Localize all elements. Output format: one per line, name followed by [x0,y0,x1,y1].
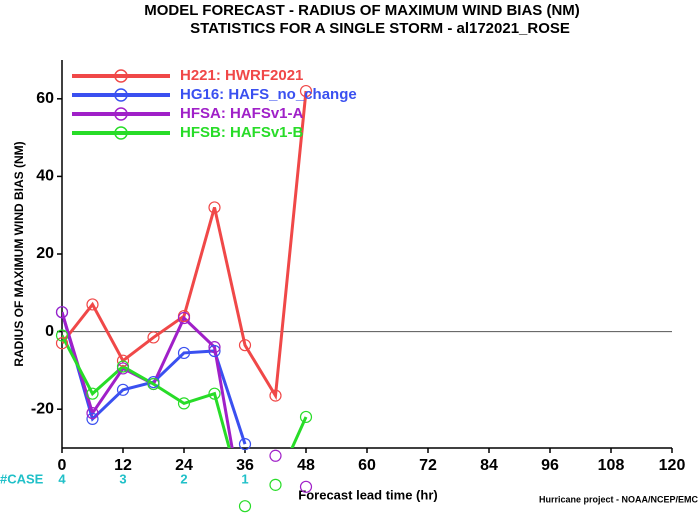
series-marker [55,329,69,342]
x-tick-label: 60 [358,457,376,474]
x-tick-label: 12 [114,457,132,474]
series-marker [208,201,221,214]
x-tick-label: 0 [58,457,67,474]
series-line [62,334,308,448]
legend-marker [114,88,128,102]
legend-label: HFSB: HAFSv1-B [180,124,304,141]
series-marker [86,298,99,311]
footer: Hurricane project - NOAA/NCEP/EMC [539,494,699,504]
case-label: #CASE [0,471,44,486]
legend-label: HG16: HAFS_no_change [180,86,357,103]
case-count: 3 [119,471,126,486]
series-line [62,311,234,448]
chart-title: MODEL FORECAST - RADIUS OF MAXIMUM WIND … [144,2,580,19]
x-tick-label: 84 [480,457,498,474]
series-marker [238,438,252,451]
x-tick-label: 36 [236,457,254,474]
y-tick-label: 40 [36,168,54,185]
x-tick-label: 48 [297,457,315,474]
series-marker [299,410,313,424]
x-tick-label: 108 [598,457,625,474]
series-marker [147,331,160,344]
y-tick-label: 0 [45,323,54,340]
legend-marker [114,107,128,121]
series-marker [238,500,252,513]
y-axis-label: RADIUS OF MAXIMUM WIND BIAS (NM) [12,141,26,366]
series-marker [269,478,282,491]
series-marker [147,377,160,391]
legend-marker [114,126,128,140]
series-marker [116,354,130,367]
x-axis-label: Forecast lead time (hr) [298,487,437,502]
series-marker [177,397,191,410]
series-marker [86,406,99,420]
legend-label: H221: HWRF2021 [180,67,303,84]
series-marker [177,346,191,360]
y-tick-label: 60 [36,90,54,107]
case-count: 4 [58,471,66,486]
series-marker [55,306,69,319]
x-tick-label: 120 [659,457,686,474]
series-marker [177,311,191,325]
series-marker [299,84,313,98]
series-marker [116,360,130,373]
y-tick-label: -20 [31,400,54,417]
series-marker [208,344,221,358]
series-marker [238,339,252,352]
series-marker [269,389,282,402]
chart-subtitle: STATISTICS FOR A SINGLE STORM - al172021… [190,20,570,37]
series-marker [208,387,221,400]
series-marker [55,337,69,350]
x-tick-label: 96 [541,457,559,474]
case-count: 2 [180,471,187,486]
legend-label: HFSA: HAFSv1-A [180,105,304,122]
case-count: 1 [241,471,248,486]
series-marker [86,387,99,400]
series-marker [299,480,313,493]
y-tick-label: 20 [36,245,54,262]
series-marker [116,383,130,396]
series-marker [269,449,282,462]
legend-marker [114,69,128,83]
series-marker [86,412,99,425]
x-tick-label: 24 [175,457,193,474]
x-tick-label: 72 [419,457,437,474]
series-marker [208,341,221,354]
